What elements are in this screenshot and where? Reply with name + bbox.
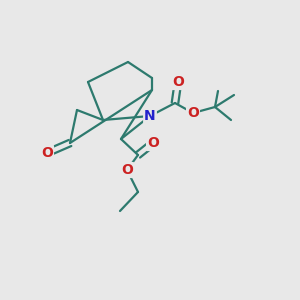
Text: O: O: [172, 75, 184, 89]
Text: O: O: [41, 146, 53, 160]
Text: O: O: [121, 163, 133, 177]
Text: O: O: [147, 136, 159, 150]
Text: N: N: [144, 109, 156, 123]
Text: O: O: [187, 106, 199, 120]
